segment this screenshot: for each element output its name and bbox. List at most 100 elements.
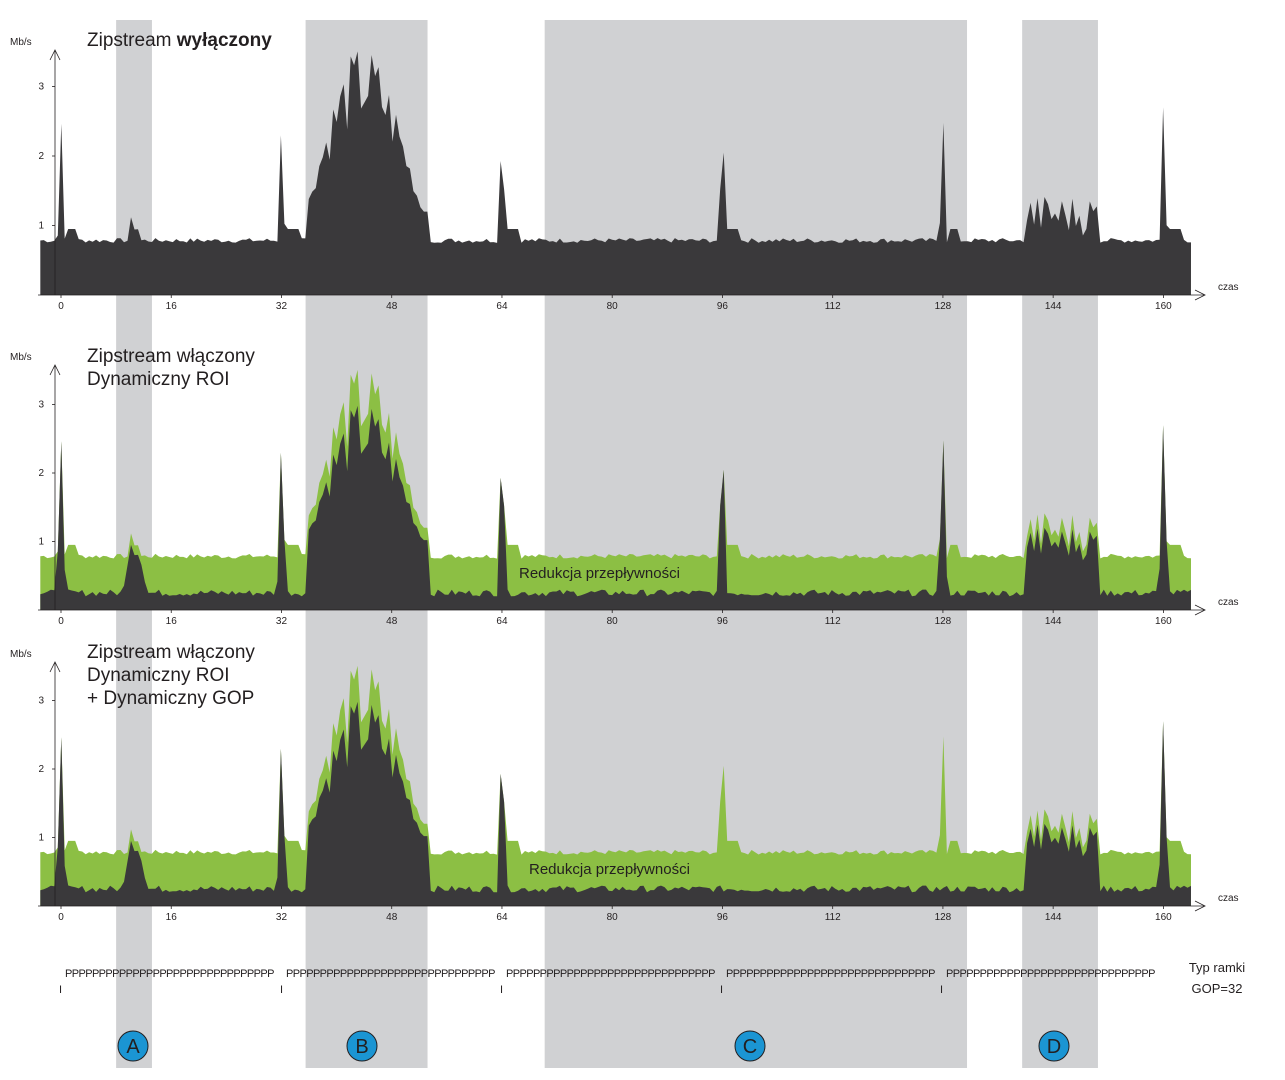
zone-c-badge: C <box>734 1030 766 1062</box>
panel-title-line: Zipstream wyłączony <box>87 30 272 51</box>
y-axis-arrow <box>49 49 61 61</box>
x-tick-label: 128 <box>935 301 952 312</box>
x-tick-label: 144 <box>1045 912 1062 923</box>
zone-c-shade <box>544 20 968 1068</box>
x-tick-label: 96 <box>717 616 729 627</box>
x-tick-label: 128 <box>935 616 952 627</box>
frame-type-sequence: PPPPPPPPPPPPPPPPPPPPPPPPPPPPPPP <box>726 968 935 980</box>
bitrate-area-zipstream-off <box>40 51 1191 296</box>
panel-title-line: Dynamiczny ROI <box>87 369 230 390</box>
x-tick-label: 160 <box>1155 912 1172 923</box>
y-tick-label: 3 <box>38 696 44 707</box>
x-tick-label: 48 <box>386 912 398 923</box>
i-frame-marker: I <box>280 984 283 996</box>
x-tick-label: 112 <box>825 616 841 627</box>
x-tick-label: 96 <box>717 912 729 923</box>
x-tick-label: 64 <box>496 912 508 923</box>
x-tick-label: 16 <box>166 616 178 627</box>
x-tick-label: 32 <box>276 616 288 627</box>
panel-title-text: Dynamiczny ROI <box>87 369 230 390</box>
x-tick-label: 96 <box>717 301 729 312</box>
i-frame-marker: I <box>720 984 723 996</box>
zone-letter: C <box>743 1036 757 1058</box>
zone-circle <box>117 1030 149 1062</box>
panel-title-text: Dynamiczny ROI <box>87 665 230 686</box>
x-tick-label: 160 <box>1155 616 1172 627</box>
x-tick-label: 64 <box>496 616 508 627</box>
reduction-label: Redukcja przepływności <box>529 861 690 878</box>
x-tick-label: 16 <box>166 912 178 923</box>
panel-title-bold: wyłączony <box>176 30 272 51</box>
panel-2: Mb/s 1 2 3 0 16 32 48 64 80 96 112 128 144 160 czas Zips… <box>10 346 1239 627</box>
frame-type-sequence: PPPPPPPPPPPPPPPPPPPPPPPPPPPPPPP <box>65 968 274 980</box>
y-tick-label: 2 <box>38 151 44 162</box>
y-unit-label: Mb/s <box>10 649 32 660</box>
zone-circle <box>346 1030 378 1062</box>
panel-title-text: + Dynamiczny GOP <box>87 688 254 709</box>
x-tick-label: 0 <box>58 616 64 627</box>
y-tick-label: 2 <box>38 764 44 775</box>
x-tick-label: 32 <box>276 912 288 923</box>
frame-type-label: Typ ramki <box>1189 960 1245 975</box>
x-tick-label: 64 <box>496 301 508 312</box>
zone-letter: B <box>355 1036 368 1058</box>
zone-b-badge: B <box>346 1030 378 1062</box>
panel-1: Mb/s 1 2 3 0 16 32 48 64 80 96 112 128 144 160 czas Zips… <box>10 30 1239 312</box>
y-tick-label: 1 <box>38 537 44 548</box>
x-tick-label: 112 <box>825 912 841 923</box>
zone-circle <box>1038 1030 1070 1062</box>
x-tick-label: 32 <box>276 301 288 312</box>
panel-title-line: + Dynamiczny GOP <box>87 688 254 709</box>
x-tick-label: 128 <box>935 912 952 923</box>
x-tick-label: 0 <box>58 912 64 923</box>
x-axis-label: czas <box>1218 893 1239 904</box>
y-unit-label: Mb/s <box>10 352 32 363</box>
zone-a-badge: A <box>117 1030 149 1062</box>
axes: Mb/s 1 2 3 0 16 32 48 64 80 96 112 128 144 160 czas <box>10 352 1239 627</box>
bitrate-area-dynamic-roi <box>40 405 1191 610</box>
x-axis-arrow <box>1194 900 1206 912</box>
x-tick-label: 48 <box>386 616 398 627</box>
zone-labels: A B C D <box>117 1030 1070 1062</box>
y-axis-arrow <box>49 661 61 673</box>
panel-title-text: Zipstream <box>87 30 177 51</box>
frame-type-sequence: PPPPPPPPPPPPPPPPPPPPPPPPPPPPPPP <box>946 968 1155 980</box>
zone-letter: D <box>1047 1036 1061 1058</box>
zone-letter: A <box>126 1036 140 1058</box>
x-tick-label: 16 <box>166 301 178 312</box>
x-axis-arrow <box>1194 289 1206 301</box>
i-frame-marker: I <box>940 984 943 996</box>
x-tick-label: 160 <box>1155 301 1172 312</box>
y-tick-label: 3 <box>38 82 44 93</box>
i-frame-marker: I <box>500 984 503 996</box>
x-tick-label: 144 <box>1045 301 1062 312</box>
x-axis-arrow <box>1194 604 1206 616</box>
x-tick-label: 48 <box>386 301 398 312</box>
zone-shading <box>116 20 1098 1068</box>
y-axis-arrow <box>49 364 61 376</box>
frame-type-sequence: PPPPPPPPPPPPPPPPPPPPPPPPPPPPPPP <box>286 968 495 980</box>
x-tick-label: 144 <box>1045 616 1062 627</box>
y-tick-label: 1 <box>38 221 44 232</box>
axes: Mb/s 1 2 3 0 16 32 48 64 80 96 112 128 144 160 czas <box>10 649 1239 923</box>
y-tick-label: 1 <box>38 833 44 844</box>
panel-title-line: Zipstream włączony <box>87 642 255 663</box>
zone-d-badge: D <box>1038 1030 1070 1062</box>
x-tick-label: 112 <box>825 301 841 312</box>
x-tick-label: 80 <box>607 301 619 312</box>
bitrate-area-dynamic-roi-gop <box>40 701 1191 906</box>
frame-type-sequence: PPPPPPPPPPPPPPPPPPPPPPPPPPPPPPP <box>506 968 715 980</box>
zone-circle <box>734 1030 766 1062</box>
i-frame-marker: I <box>59 984 62 996</box>
panel-title-text: Zipstream włączony <box>87 346 255 367</box>
frame-type-row: PPPPPPPPPPPPPPPPPPPPPPPPPPPPPPPIPPPPPPPP… <box>59 960 1245 996</box>
panel-title-line: Dynamiczny ROI <box>87 665 230 686</box>
axes: Mb/s 1 2 3 0 16 32 48 64 80 96 112 128 144 160 czas <box>10 37 1239 312</box>
x-axis-label: czas <box>1218 282 1239 293</box>
y-tick-label: 3 <box>38 400 44 411</box>
y-tick-label: 2 <box>38 468 44 479</box>
y-unit-label: Mb/s <box>10 37 32 48</box>
x-tick-label: 80 <box>607 616 619 627</box>
x-tick-label: 80 <box>607 912 619 923</box>
